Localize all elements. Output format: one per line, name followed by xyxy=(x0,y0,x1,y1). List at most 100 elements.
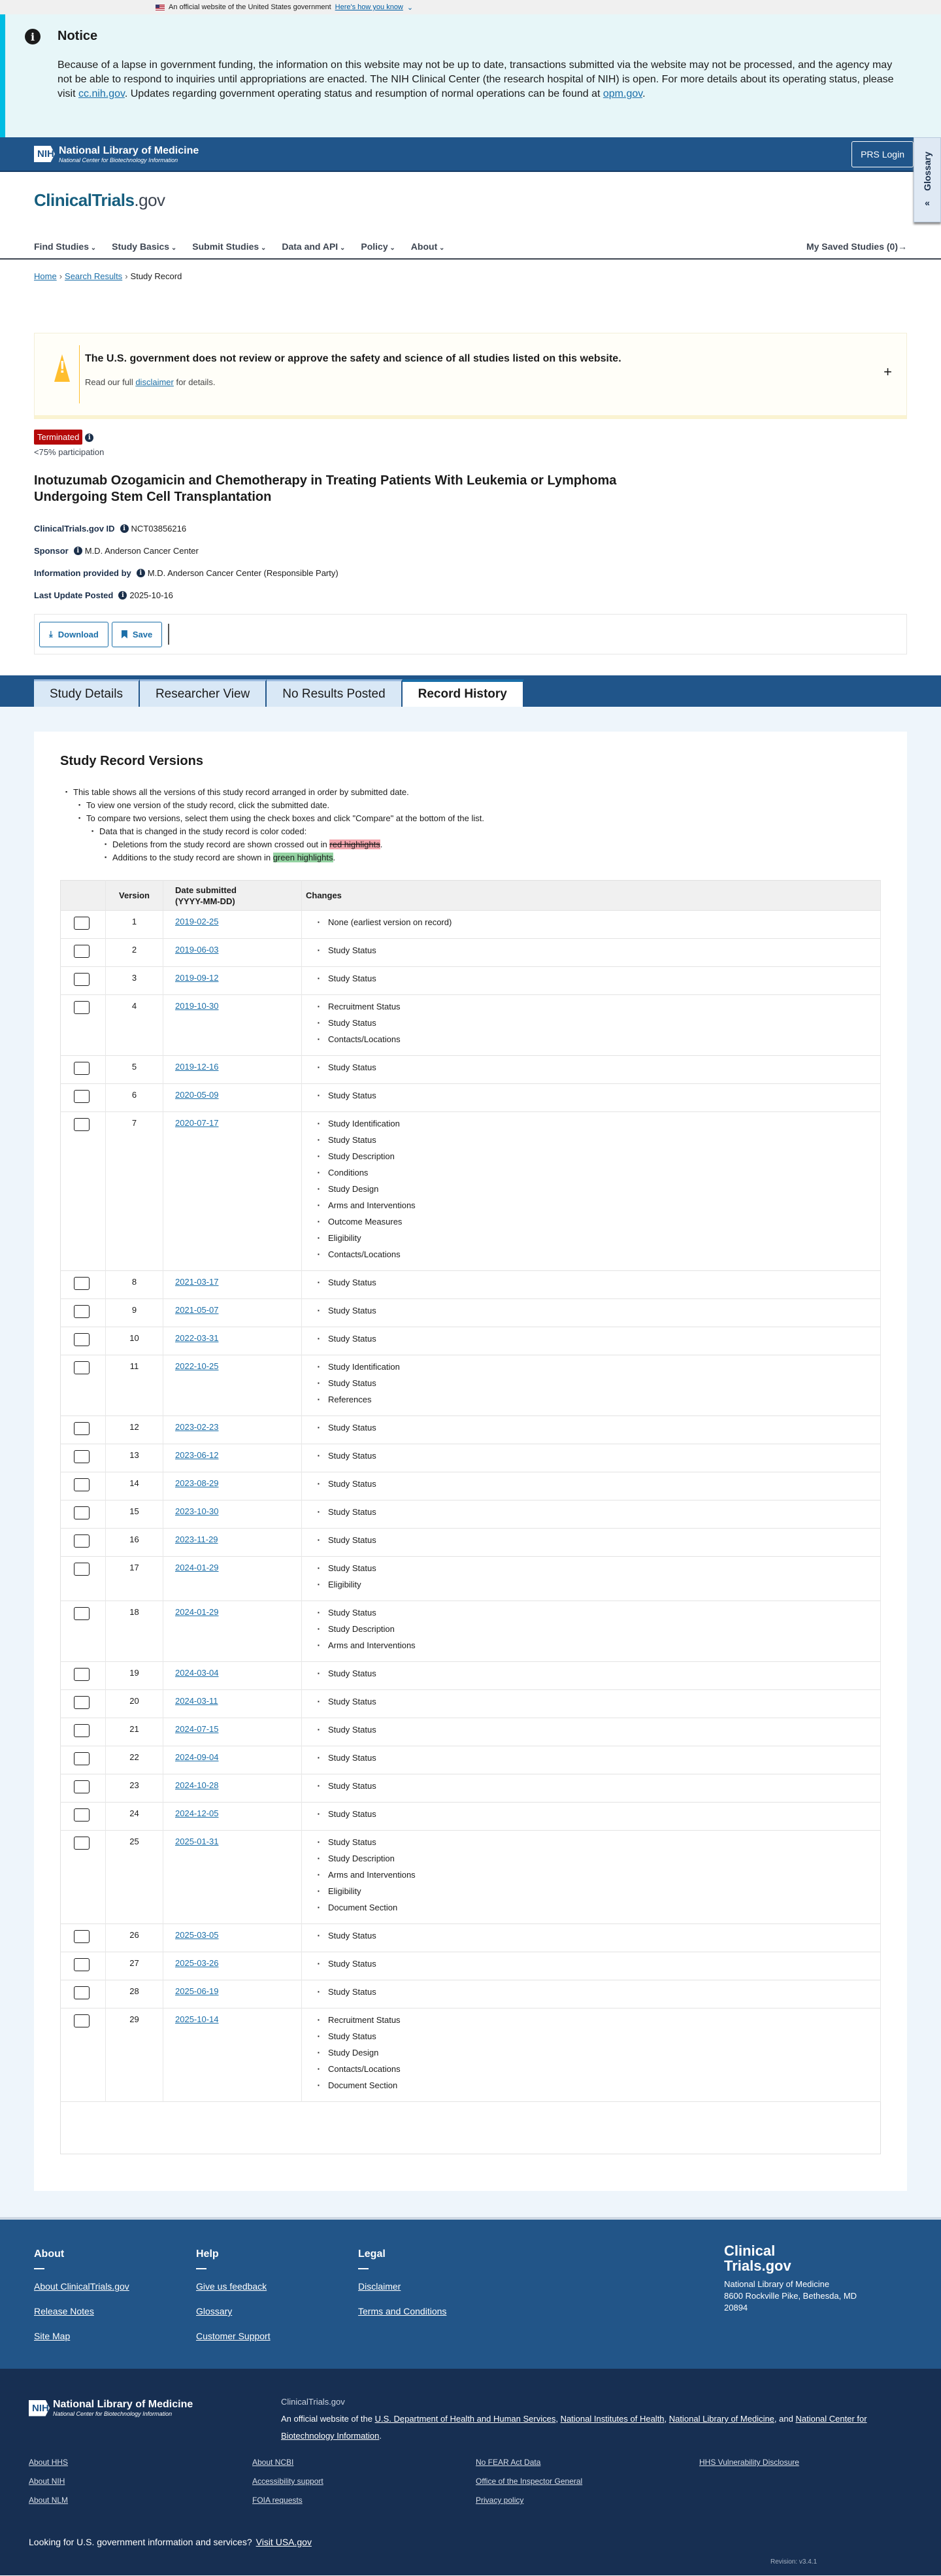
nih-link[interactable]: National Institutes of Health xyxy=(560,2414,665,2424)
info-icon[interactable]: i xyxy=(136,568,145,577)
version-checkbox[interactable] xyxy=(74,1422,90,1435)
version-date-link[interactable]: 2019-09-12 xyxy=(175,973,219,983)
nav-data-api[interactable]: Data and API xyxy=(282,241,345,252)
version-checkbox[interactable] xyxy=(74,1333,90,1346)
version-checkbox[interactable] xyxy=(74,1062,90,1075)
version-checkbox[interactable] xyxy=(74,1696,90,1709)
version-checkbox[interactable] xyxy=(74,1986,90,1999)
expand-plus-icon[interactable]: + xyxy=(883,364,892,380)
glossary-tab[interactable]: Glossary « xyxy=(914,137,941,222)
footer-link[interactable]: About NCBI xyxy=(252,2458,294,2467)
nav-study-basics[interactable]: Study Basics xyxy=(112,241,176,252)
version-checkbox[interactable] xyxy=(74,1118,90,1131)
version-checkbox[interactable] xyxy=(74,1607,90,1620)
clinicaltrials-logo[interactable]: ClinicalTrials.gov xyxy=(34,190,907,211)
version-checkbox[interactable] xyxy=(74,1450,90,1463)
nav-policy[interactable]: Policy xyxy=(361,241,395,252)
version-checkbox[interactable] xyxy=(74,1305,90,1318)
version-date-link[interactable]: 2021-03-17 xyxy=(175,1277,219,1287)
version-checkbox[interactable] xyxy=(74,1837,90,1850)
version-checkbox[interactable] xyxy=(74,1001,90,1014)
version-checkbox[interactable] xyxy=(74,1780,90,1793)
my-saved-studies-link[interactable]: My Saved Studies (0)→ xyxy=(806,241,907,252)
nlm-logo[interactable]: NIH National Library of Medicine National… xyxy=(34,145,199,163)
footer-link[interactable]: Accessibility support xyxy=(252,2477,323,2486)
version-checkbox[interactable] xyxy=(74,1808,90,1822)
download-button[interactable]: ⤓ Download xyxy=(39,621,108,647)
opm-link[interactable]: opm.gov xyxy=(603,88,643,99)
version-date-link[interactable]: 2023-06-12 xyxy=(175,1450,219,1460)
version-date-link[interactable]: 2019-10-30 xyxy=(175,1001,219,1011)
ncbi-link[interactable]: National Center for Biotechnology Inform… xyxy=(281,2414,867,2441)
tab-no-results-posted[interactable]: No Results Posted xyxy=(267,679,403,707)
info-icon[interactable]: i xyxy=(85,433,94,442)
version-checkbox[interactable] xyxy=(74,1930,90,1943)
footer-link[interactable]: Glossary xyxy=(196,2306,233,2316)
info-icon[interactable]: i xyxy=(73,546,82,555)
footer-link[interactable]: Site Map xyxy=(34,2331,71,2341)
info-icon[interactable]: i xyxy=(120,524,129,533)
version-checkbox[interactable] xyxy=(74,2014,90,2027)
version-checkbox[interactable] xyxy=(74,1752,90,1765)
tab-study-details[interactable]: Study Details xyxy=(34,679,140,707)
version-date-link[interactable]: 2022-10-25 xyxy=(175,1361,219,1371)
footer-link[interactable]: HHS Vulnerability Disclosure xyxy=(699,2458,799,2467)
version-date-link[interactable]: 2025-03-05 xyxy=(175,1930,219,1940)
footer-link[interactable]: Office of the Inspector General xyxy=(476,2477,583,2486)
version-date-link[interactable]: 2020-05-09 xyxy=(175,1090,219,1100)
footer-link[interactable]: About HHS xyxy=(29,2458,69,2467)
nav-find-studies[interactable]: Find Studies xyxy=(34,241,96,252)
version-checkbox[interactable] xyxy=(74,1534,90,1548)
footer-link[interactable]: FOIA requests xyxy=(252,2496,303,2505)
version-date-link[interactable]: 2024-10-28 xyxy=(175,1780,219,1790)
version-date-link[interactable]: 2020-07-17 xyxy=(175,1118,219,1128)
footer-link[interactable]: About NIH xyxy=(29,2477,65,2486)
version-checkbox[interactable] xyxy=(74,945,90,958)
tab-researcher-view[interactable]: Researcher View xyxy=(139,679,267,707)
version-checkbox[interactable] xyxy=(74,1506,90,1519)
version-date-link[interactable]: 2025-06-19 xyxy=(175,1986,219,1996)
breadcrumb-home[interactable]: Home xyxy=(34,271,57,281)
footer-link[interactable]: Give us feedback xyxy=(196,2281,267,2292)
hhs-link[interactable]: U.S. Department of Health and Human Serv… xyxy=(374,2414,556,2424)
info-icon[interactable]: i xyxy=(118,590,127,600)
version-date-link[interactable]: 2025-10-14 xyxy=(175,2014,219,2024)
footer-link[interactable]: Disclaimer xyxy=(358,2281,401,2292)
version-date-link[interactable]: 2019-02-25 xyxy=(175,917,219,926)
footer-link[interactable]: Privacy policy xyxy=(476,2496,524,2505)
version-date-link[interactable]: 2022-03-31 xyxy=(175,1333,219,1343)
version-date-link[interactable]: 2023-11-29 xyxy=(175,1534,218,1544)
save-button[interactable]: Save xyxy=(111,621,163,647)
usa-gov-link[interactable]: Visit USA.gov xyxy=(256,2537,312,2547)
how-you-know-link[interactable]: Here's how you know xyxy=(335,3,403,11)
version-date-link[interactable]: 2019-06-03 xyxy=(175,945,219,955)
footer-link[interactable]: About NLM xyxy=(29,2496,69,2505)
version-checkbox[interactable] xyxy=(74,1090,90,1103)
nlm-link[interactable]: National Library of Medicine xyxy=(669,2414,774,2424)
footer-nlm-logo[interactable]: NIH National Library of Medicine National… xyxy=(29,2399,193,2417)
version-checkbox[interactable] xyxy=(74,1958,90,1971)
version-date-link[interactable]: 2019-12-16 xyxy=(175,1062,219,1072)
version-checkbox[interactable] xyxy=(74,1724,90,1737)
version-date-link[interactable]: 2024-09-04 xyxy=(175,1752,219,1762)
version-checkbox[interactable] xyxy=(74,1563,90,1576)
version-checkbox[interactable] xyxy=(74,1668,90,1681)
version-checkbox[interactable] xyxy=(74,973,90,986)
version-date-link[interactable]: 2024-12-05 xyxy=(175,1808,219,1818)
version-date-link[interactable]: 2025-01-31 xyxy=(175,1837,219,1846)
version-date-link[interactable]: 2024-03-04 xyxy=(175,1668,219,1678)
version-date-link[interactable]: 2024-03-11 xyxy=(175,1696,218,1706)
version-date-link[interactable]: 2021-05-07 xyxy=(175,1305,219,1315)
version-date-link[interactable]: 2023-10-30 xyxy=(175,1506,219,1516)
footer-link[interactable]: About ClinicalTrials.gov xyxy=(34,2281,129,2292)
version-checkbox[interactable] xyxy=(74,1478,90,1491)
version-date-link[interactable]: 2023-02-23 xyxy=(175,1422,219,1432)
version-date-link[interactable]: 2023-08-29 xyxy=(175,1478,219,1488)
version-checkbox[interactable] xyxy=(74,1361,90,1374)
footer-link[interactable]: Release Notes xyxy=(34,2306,94,2316)
footer-link[interactable]: No FEAR Act Data xyxy=(476,2458,541,2467)
cc-nih-link[interactable]: cc.nih.gov xyxy=(78,88,125,99)
version-date-link[interactable]: 2025-03-26 xyxy=(175,1958,219,1968)
breadcrumb-search-results[interactable]: Search Results xyxy=(65,271,123,281)
nav-submit-studies[interactable]: Submit Studies xyxy=(192,241,266,252)
